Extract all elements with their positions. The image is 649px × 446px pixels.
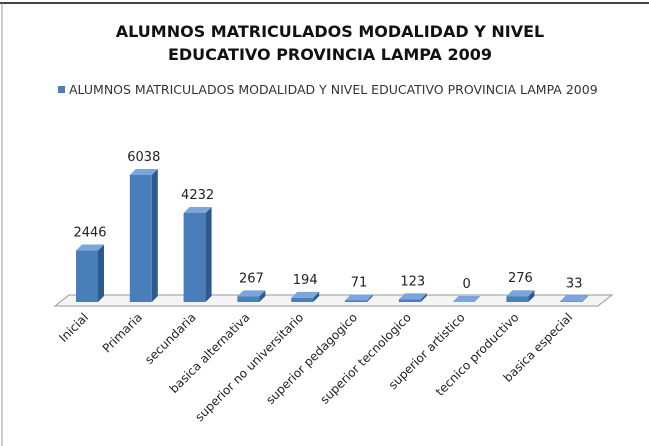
bar-top <box>237 290 266 297</box>
bar-side <box>98 244 104 302</box>
bar-side <box>420 293 427 302</box>
chart-title: ALUMNOS MATRICULADOS MODALIDAD Y NIVEL E… <box>115 22 545 64</box>
bar-side <box>259 290 266 302</box>
x-tick-label: superior no universitario <box>192 310 306 424</box>
data-label: 0 <box>462 277 470 292</box>
bar-top <box>129 169 158 175</box>
data-label: 276 <box>508 271 533 286</box>
data-label: 267 <box>239 271 264 286</box>
bar-side <box>151 169 158 302</box>
bar-side <box>582 295 589 302</box>
bar-side <box>205 206 212 302</box>
bar-side <box>367 294 373 302</box>
bar-side <box>313 291 320 302</box>
data-label: 2446 <box>73 226 106 241</box>
data-label: 33 <box>566 276 583 291</box>
x-tick-label: secundaria <box>142 310 199 367</box>
bar-top <box>506 290 535 297</box>
x-tick-label: superior tecnologico <box>317 310 413 406</box>
data-label: 71 <box>351 276 368 291</box>
bar-top <box>76 244 104 251</box>
data-label: 123 <box>400 274 425 289</box>
bar <box>237 296 260 302</box>
legend: ALUMNOS MATRICULADOS MODALIDAD Y NIVEL E… <box>58 80 618 99</box>
data-label: 6038 <box>127 150 160 165</box>
x-tick-label: Inicial <box>56 310 91 345</box>
bar <box>291 297 314 302</box>
bar-top <box>452 296 481 302</box>
bar <box>398 299 421 302</box>
bar-top <box>560 295 589 302</box>
bar <box>560 301 583 302</box>
bar-top <box>183 206 212 213</box>
bar <box>183 212 206 302</box>
bar <box>76 250 98 302</box>
bar <box>506 296 529 302</box>
x-tick-label: Primaria <box>100 310 145 355</box>
bar-top <box>345 294 373 301</box>
legend-swatch <box>58 86 65 93</box>
bar-side <box>528 290 535 302</box>
data-label: 194 <box>293 273 318 288</box>
bar-top <box>291 291 320 298</box>
bar <box>129 175 152 302</box>
data-label: 4232 <box>181 188 214 203</box>
legend-label: ALUMNOS MATRICULADOS MODALIDAD Y NIVEL E… <box>69 82 598 97</box>
x-tick-label: superior pedagogico <box>263 310 360 407</box>
bar-top <box>398 293 427 300</box>
bar <box>345 300 367 302</box>
